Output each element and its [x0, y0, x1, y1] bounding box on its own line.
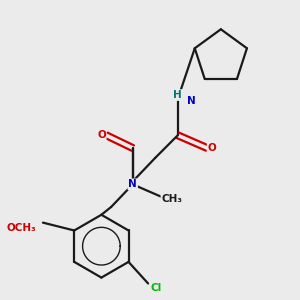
Text: H: H — [173, 90, 182, 100]
Text: N: N — [187, 96, 196, 106]
Text: Cl: Cl — [150, 284, 162, 293]
Text: OCH₃: OCH₃ — [7, 223, 36, 232]
Text: N: N — [128, 179, 137, 189]
Text: O: O — [27, 222, 36, 232]
Text: O: O — [97, 130, 106, 140]
Text: CH₃: CH₃ — [161, 194, 182, 204]
Text: O: O — [208, 143, 216, 153]
